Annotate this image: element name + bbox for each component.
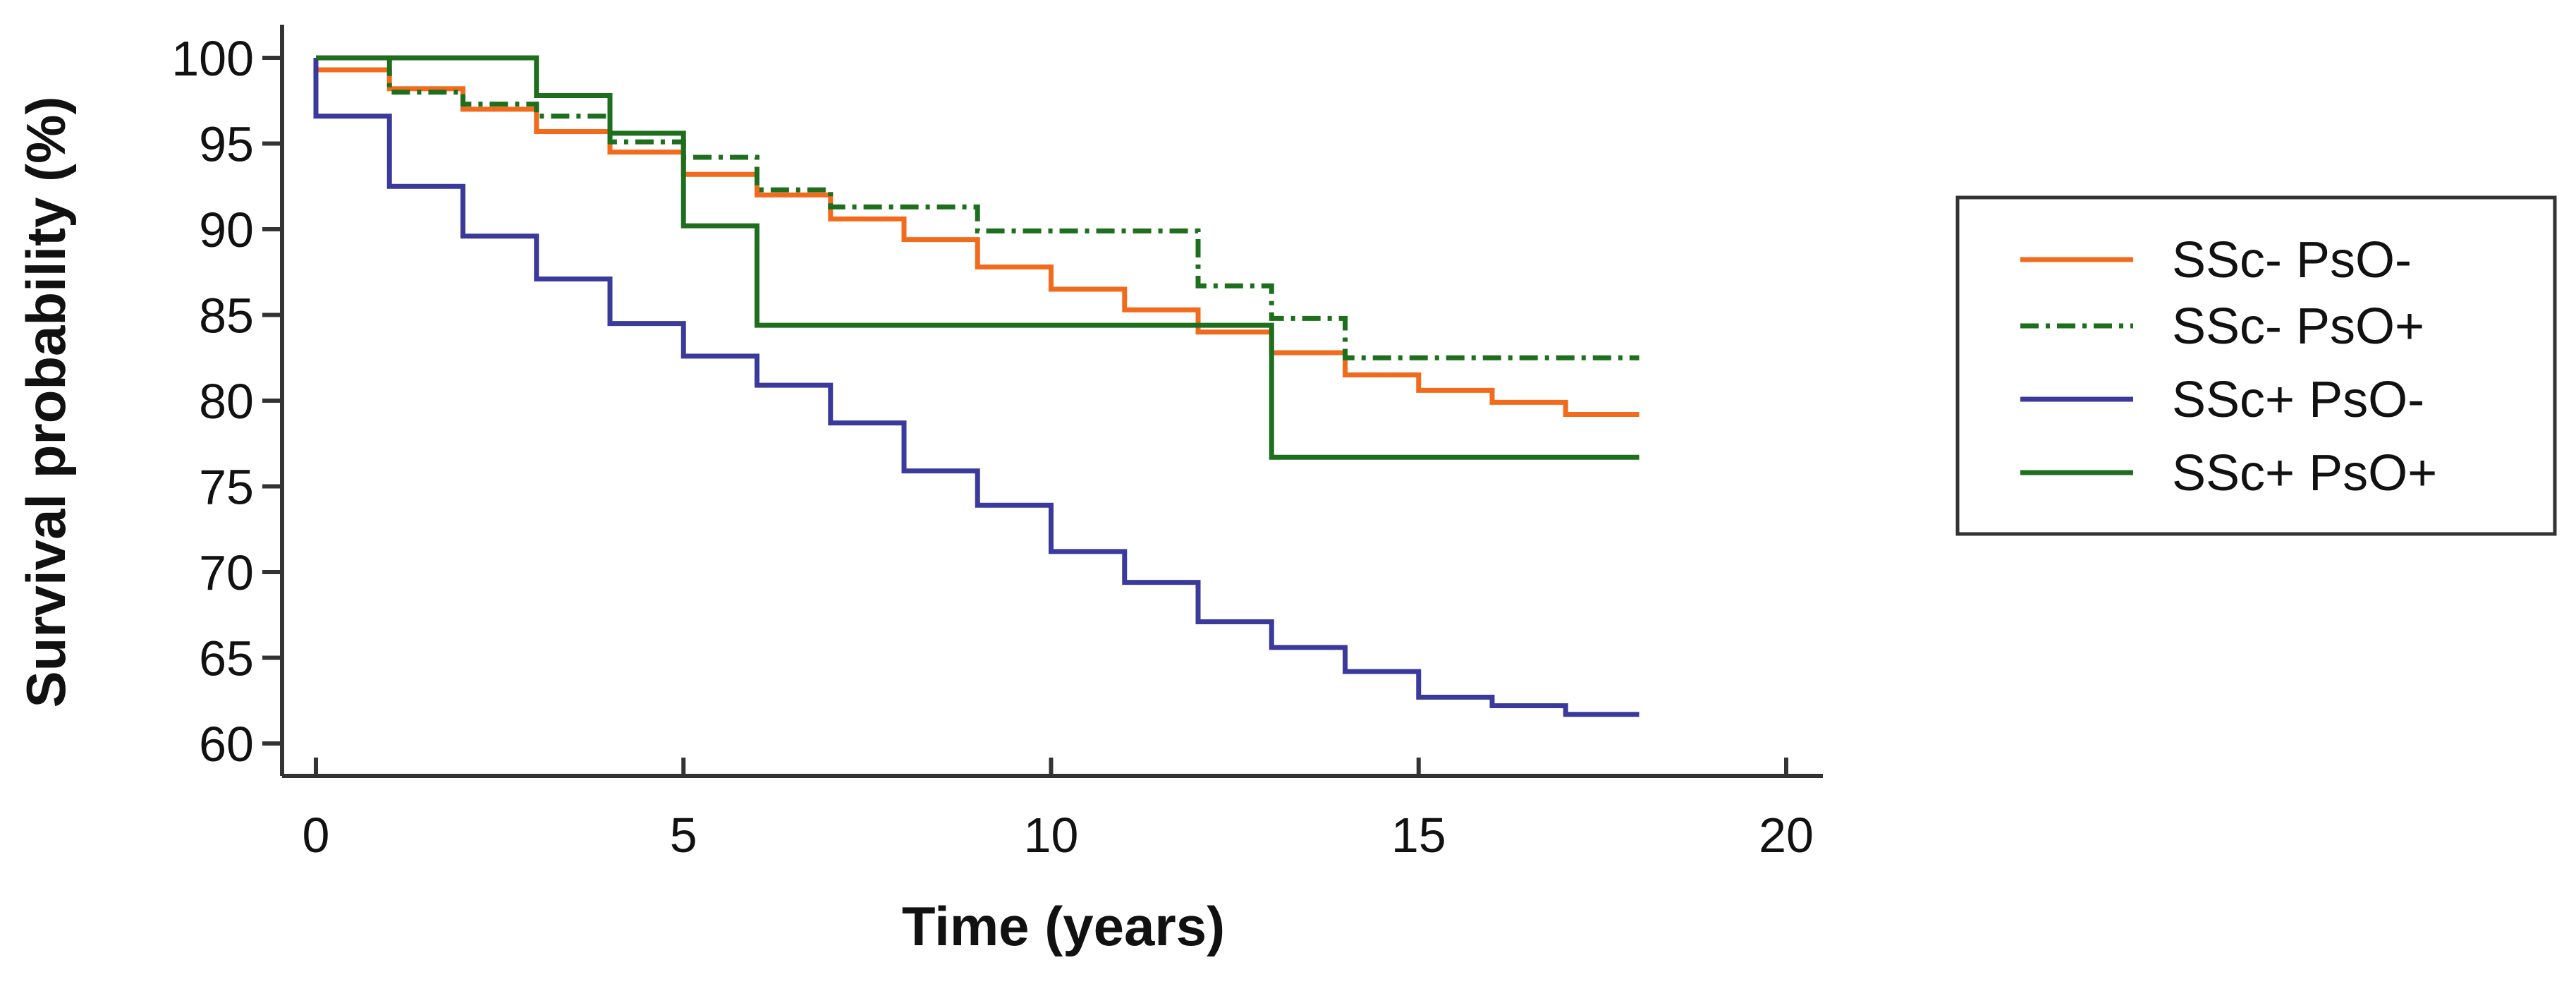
y-axis-ticks: 60 65 70 75 80 85 90 95 100: [171, 31, 282, 772]
x-tick-label: 15: [1391, 808, 1446, 863]
y-tick-label: 70: [199, 545, 254, 600]
y-tick-label: 100: [171, 31, 254, 86]
y-tick-label: 75: [199, 460, 254, 515]
series-line-3: [313, 58, 1640, 717]
y-tick-label: 90: [199, 202, 254, 257]
series-lines: [313, 55, 1640, 717]
legend-box: [1955, 195, 2557, 536]
y-tick-label: 80: [199, 374, 254, 429]
x-tick-label: 0: [303, 808, 330, 863]
x-tick-label: 10: [1024, 808, 1079, 863]
axes: 60 65 70 75 80 85 90 95 100 0 5 10 15 20: [171, 25, 1823, 863]
legend-label-4: SSc+ PsO+: [2172, 445, 2437, 502]
x-tick-label: 5: [670, 808, 697, 863]
legend-label-1: SSc- PsO-: [2172, 232, 2412, 288]
x-axis-ticks: 0 5 10 15 20: [303, 758, 1814, 863]
legend-items: SSc- PsO- SSc- PsO+ SSc+ PsO- SSc+ PsO+: [2020, 232, 2437, 502]
series-line-2: [316, 55, 1640, 360]
x-tick-label: 20: [1759, 808, 1814, 863]
legend-label-2: SSc- PsO+: [2172, 298, 2424, 355]
legend-label-3: SSc+ PsO-: [2172, 372, 2424, 428]
y-axis-title: Survival probability (%): [15, 97, 77, 708]
y-tick-label: 60: [199, 717, 254, 772]
y-tick-label: 95: [199, 117, 254, 172]
series-line-4: [316, 55, 1640, 460]
legend: SSc- PsO- SSc- PsO+ SSc+ PsO- SSc+ PsO+: [1955, 195, 2557, 536]
y-tick-label: 65: [199, 631, 254, 686]
y-tick-label: 85: [199, 288, 254, 344]
x-axis-title: Time (years): [902, 895, 1225, 957]
